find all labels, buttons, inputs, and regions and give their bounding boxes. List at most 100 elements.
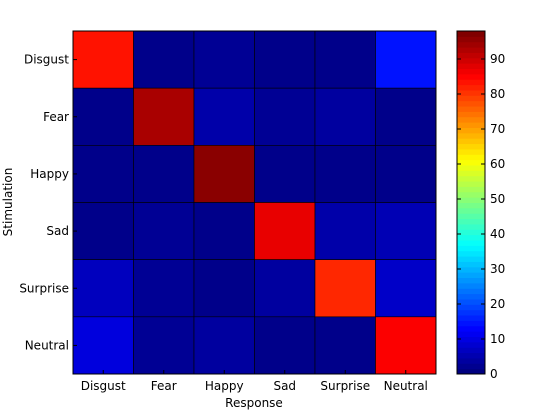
heatmap-cell <box>133 202 195 260</box>
heatmap-cell <box>254 87 316 146</box>
colorbar-segment <box>457 261 485 268</box>
heatmap-cell <box>375 259 437 318</box>
colorbar-segment <box>457 159 485 166</box>
colorbar-segment <box>457 122 485 128</box>
colorbar-segment <box>457 288 485 295</box>
heatmap-cell <box>375 316 437 375</box>
colorbar-segment <box>457 266 485 273</box>
colorbar-segment <box>457 95 485 102</box>
colorbar-segment <box>457 223 485 230</box>
colorbar-tick-label: 40 <box>490 227 505 241</box>
colorbar-segment <box>457 272 485 279</box>
heatmap-cell <box>133 316 195 375</box>
colorbar-segment <box>457 207 485 214</box>
heatmap-cell <box>133 259 195 318</box>
colorbar-segment <box>457 89 485 96</box>
colorbar-tick-label: 90 <box>490 52 505 66</box>
x-axis-label: Response <box>225 396 283 410</box>
colorbar-segment <box>457 234 485 241</box>
colorbar-segment <box>457 84 485 91</box>
colorbar-segment <box>457 309 485 316</box>
heatmap-cell <box>72 202 134 260</box>
colorbar-segment <box>457 229 485 236</box>
heatmap-cell <box>193 316 255 375</box>
heatmap-cell <box>254 30 316 89</box>
colorbar-tick-label: 60 <box>490 157 505 171</box>
colorbar-segment <box>457 100 485 107</box>
colorbar-segment <box>457 315 485 321</box>
colorbar-segment <box>457 143 485 150</box>
colorbar-frame <box>456 30 486 375</box>
heatmap-cell <box>193 87 255 146</box>
heatmap-cell <box>72 87 134 146</box>
colorbar-segment <box>457 170 485 177</box>
colorbar-segment <box>457 57 485 64</box>
colorbar-segment <box>457 341 485 348</box>
colorbar-segment <box>457 41 485 48</box>
heatmap-cell <box>375 30 437 89</box>
colorbar-segment <box>457 250 485 257</box>
colorbar-tick-label: 70 <box>490 122 505 136</box>
colorbar-segment <box>457 256 485 262</box>
heatmap-cell <box>314 87 376 146</box>
colorbar-segment <box>457 202 485 209</box>
heatmap-cell <box>193 202 255 260</box>
colorbar-segment <box>457 175 485 182</box>
colorbar-segment <box>457 116 485 123</box>
y-tick-label: Happy <box>30 167 69 181</box>
heatmap-cell <box>314 259 376 318</box>
x-tick-label: Neutral <box>384 379 428 393</box>
colorbar-segment <box>457 298 485 305</box>
x-tick-label: Fear <box>151 379 177 393</box>
colorbar-segment <box>457 191 485 198</box>
x-tick-label: Sad <box>273 379 296 393</box>
colorbar-tick-label: 0 <box>490 367 498 381</box>
colorbar-segment <box>457 336 485 343</box>
colorbar-segment <box>457 363 485 370</box>
colorbar-tick-label: 20 <box>490 297 505 311</box>
colorbar-segment <box>457 277 485 284</box>
colorbar-segment <box>457 68 485 75</box>
colorbar-segment <box>457 240 485 246</box>
heatmap-cell <box>133 145 195 203</box>
heatmap-cell <box>375 145 437 203</box>
heatmap-cell <box>314 145 376 203</box>
y-tick-label: Disgust <box>24 53 69 67</box>
y-tick-label: Surprise <box>19 281 69 295</box>
colorbar-segment <box>457 181 485 187</box>
colorbar-segment <box>457 325 485 332</box>
colorbar-segment <box>457 186 485 193</box>
colorbar-segment <box>457 47 485 53</box>
colorbar-segment <box>457 164 485 171</box>
colorbar-segment <box>457 331 485 337</box>
heatmap-cell <box>72 145 134 203</box>
heatmap-cell <box>193 30 255 89</box>
colorbar-segment <box>457 106 485 112</box>
heatmap-cells <box>72 30 437 375</box>
heatmap-cell <box>193 259 255 318</box>
y-axis-label: Stimulation <box>1 168 15 237</box>
heatmap-cell <box>254 202 316 260</box>
heatmap-cell <box>193 145 255 203</box>
x-tick-label: Surprise <box>320 379 370 393</box>
y-tick-labels: Disgust Fear Happy Sad Surprise Neutral <box>19 53 77 352</box>
colorbar-segment <box>457 197 485 203</box>
colorbar-segment <box>457 245 485 252</box>
colorbar-segment <box>457 31 485 37</box>
x-tick-label: Happy <box>205 379 244 393</box>
colorbar-tick-label: 10 <box>490 332 505 346</box>
y-tick-label: Fear <box>43 110 69 124</box>
colorbar-segment <box>457 347 485 354</box>
heatmap-cell <box>375 202 437 260</box>
heatmap-cell <box>254 145 316 203</box>
colorbar-segment <box>457 304 485 311</box>
plot-frame <box>72 30 437 375</box>
x-tick-label: Disgust <box>81 379 126 393</box>
colorbar-segment <box>457 154 485 161</box>
colorbar-segment <box>457 132 485 139</box>
colorbar-segment <box>457 293 485 300</box>
heatmap-cell <box>72 30 134 89</box>
colorbar-tick-label: 80 <box>490 87 505 101</box>
colorbar-segment <box>457 282 485 289</box>
colorbar-tick-label: 50 <box>490 192 505 206</box>
